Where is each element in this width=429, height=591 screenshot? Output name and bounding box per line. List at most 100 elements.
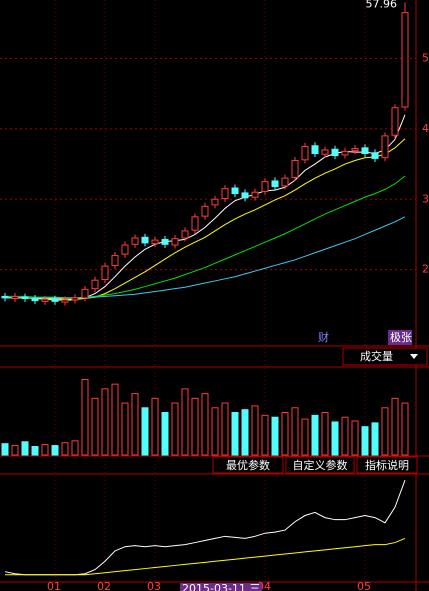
candle-body: [341, 150, 349, 156]
x-tick-label: 05: [357, 580, 371, 591]
toolbar-button-label[interactable]: 指标说明: [365, 458, 409, 472]
volume-bar: [321, 412, 329, 456]
y-tick-label: 40: [422, 122, 429, 135]
candle-body: [1, 295, 9, 299]
candle-body: [191, 216, 199, 231]
candle-body: [291, 160, 299, 178]
volume-bar: [181, 388, 189, 456]
volume-bar: [341, 416, 349, 456]
candle-body: [61, 299, 69, 303]
volume-bar: [271, 416, 279, 456]
toolbar-button-label[interactable]: 最优参数: [226, 458, 270, 472]
candle-body: [71, 297, 79, 301]
line-series: [4, 479, 406, 576]
x-tick-label: 03: [147, 580, 161, 591]
volume-bar: [241, 409, 249, 456]
volume-bar: [101, 388, 109, 456]
candle-body: [351, 148, 359, 152]
candle-body: [181, 230, 189, 239]
candle-body: [311, 145, 319, 154]
dropdown-arrow: [410, 354, 418, 359]
candle-body: [221, 188, 229, 200]
volume-bar: [11, 445, 19, 456]
candle-body: [401, 12, 409, 108]
volume-bar: [281, 412, 289, 456]
candle-body: [371, 152, 379, 159]
candle-body: [161, 238, 169, 245]
volume-bar: [401, 402, 409, 456]
volume-bar: [291, 407, 299, 456]
indicator-menu[interactable]: [342, 347, 428, 366]
max-label: 57.96: [366, 0, 398, 10]
indicator-menu-label[interactable]: 成交量: [360, 349, 393, 363]
volume-bar: [391, 397, 399, 456]
candle-body: [271, 180, 279, 188]
candle-body: [281, 177, 289, 187]
toolbar-button[interactable]: [212, 456, 284, 474]
candle-body: [241, 192, 249, 199]
volume-bar: [111, 383, 119, 456]
candle-body: [321, 149, 329, 155]
candle-body: [41, 298, 49, 302]
volume-bar: [351, 420, 359, 456]
volume-bar: [201, 393, 209, 456]
volume-bar: [191, 397, 199, 456]
candle-body: [391, 107, 399, 136]
x-tick-label: 01: [47, 580, 61, 591]
candle-body: [261, 181, 269, 193]
y-tick-label: 20: [422, 263, 429, 276]
volume-bar: [361, 426, 369, 456]
candle-body: [211, 198, 219, 206]
volume-bar: [251, 405, 259, 456]
candle-body: [361, 147, 369, 154]
volume-bar: [221, 402, 229, 456]
candle-body: [11, 295, 19, 300]
candle-body: [381, 135, 389, 159]
limit-tag[interactable]: 极张: [390, 330, 412, 344]
volume-bar: [1, 443, 9, 456]
volume-bar: [371, 422, 379, 456]
toolbar-button[interactable]: [285, 456, 355, 474]
volume-bar: [301, 418, 309, 456]
volume-bar: [21, 441, 29, 456]
candle-body: [31, 298, 39, 302]
candle-body: [171, 238, 179, 246]
line-series: [5, 537, 406, 576]
volume-bar: [331, 421, 339, 456]
volume-bar: [261, 414, 269, 456]
volume-bar: [121, 402, 129, 456]
candle-body: [121, 244, 129, 255]
candle-body: [91, 279, 99, 290]
candle-body: [331, 148, 339, 157]
volume-bar: [151, 397, 159, 456]
volume-bar: [91, 397, 99, 456]
candle-body: [101, 265, 109, 281]
volume-bar: [81, 378, 89, 456]
volume-bar: [161, 412, 169, 456]
cursor-date: 2015-03-11 三: [182, 582, 260, 591]
y-tick-label: 50: [422, 51, 429, 64]
volume-bar: [171, 402, 179, 456]
candle-body: [131, 237, 139, 245]
toolbar-button-label[interactable]: 自定义参数: [293, 458, 348, 472]
candle-body: [141, 236, 149, 244]
candle-body: [251, 191, 259, 198]
candle-body: [111, 255, 119, 266]
toolbar-button[interactable]: [356, 456, 418, 474]
finance-tag[interactable]: 财: [318, 330, 329, 344]
volume-bar: [131, 393, 139, 456]
candle-body: [21, 296, 29, 300]
volume-bar: [61, 442, 69, 456]
volume-bar: [31, 446, 39, 456]
volume-bar: [231, 412, 239, 456]
y-tick-label: 30: [422, 192, 429, 205]
volume-bar: [141, 407, 149, 456]
candle-body: [231, 187, 239, 195]
line-series: [5, 216, 406, 299]
volume-bar: [41, 444, 49, 456]
candle-body: [81, 288, 89, 299]
candle-body: [51, 298, 59, 302]
x-tick-label: 04: [257, 580, 271, 591]
